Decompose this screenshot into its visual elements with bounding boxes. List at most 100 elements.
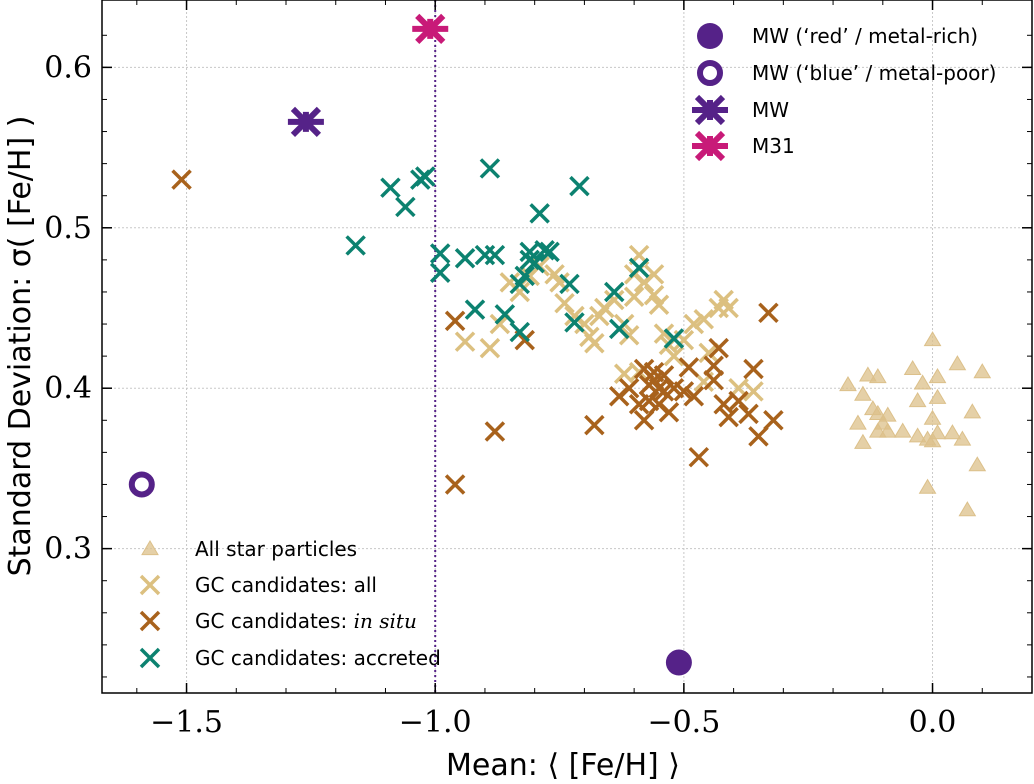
data-point — [923, 331, 942, 347]
data-point — [928, 367, 947, 384]
data-point — [643, 284, 665, 306]
data-point — [444, 474, 466, 495]
data-point — [479, 158, 501, 179]
data-point — [412, 13, 449, 44]
y-tick-label: 0.3 — [44, 532, 92, 567]
x-tick-label: −1.0 — [399, 705, 472, 740]
data-point — [908, 392, 927, 408]
legend-label: GC candidates: all — [195, 573, 377, 597]
data-point — [618, 377, 640, 399]
series-gc-candidates-in-situ — [171, 169, 784, 495]
data-point — [648, 294, 670, 316]
data-point — [171, 169, 192, 190]
data-point — [663, 345, 685, 367]
data-point — [693, 308, 715, 330]
data-point — [663, 328, 685, 349]
legend-label: GC candidates: in situ — [195, 609, 417, 633]
data-point — [529, 203, 550, 224]
data-point — [648, 394, 670, 415]
data-point — [878, 422, 897, 438]
data-point — [569, 175, 590, 197]
data-point — [494, 304, 516, 325]
series-mw-red-metal-rich — [665, 649, 692, 676]
legend-label: GC candidates: accreted — [195, 646, 441, 670]
data-point — [613, 363, 635, 385]
data-point — [464, 299, 486, 320]
data-point — [943, 424, 962, 440]
data-point — [519, 249, 540, 271]
data-point — [678, 357, 700, 378]
legend-label-text: GC candidates: accreted — [195, 646, 441, 670]
data-point — [479, 337, 501, 359]
data-point — [554, 292, 575, 314]
data-point — [608, 318, 630, 340]
data-point — [839, 376, 857, 392]
legend-label: MW (‘red’ / metal-rich) — [752, 24, 978, 48]
data-point — [559, 273, 580, 295]
data-point — [509, 281, 530, 303]
legend-label: MW (‘blue’ / metal-poor) — [752, 61, 996, 85]
data-point — [534, 240, 555, 261]
data-point — [683, 313, 705, 335]
legend-marker — [697, 60, 723, 86]
data-point — [415, 166, 436, 187]
data-point — [743, 381, 764, 402]
series-mw — [287, 106, 324, 138]
legend-label-italic: in situ — [354, 609, 417, 633]
data-point — [928, 388, 947, 404]
data-points — [128, 13, 992, 676]
data-point — [454, 331, 476, 352]
data-point — [968, 456, 987, 472]
data-point — [868, 404, 887, 420]
legend-marker — [697, 23, 723, 49]
data-point — [665, 649, 692, 676]
data-point — [718, 297, 739, 319]
legend-marker — [692, 94, 728, 126]
data-point — [638, 374, 660, 396]
data-point — [923, 432, 942, 448]
x-tick-label: −0.5 — [647, 705, 720, 740]
y-axis-label: Standard Deviation: σ( [Fe/H] ) — [3, 116, 38, 577]
data-point — [454, 248, 476, 269]
legend-label: MW — [752, 98, 789, 122]
data-point — [893, 422, 912, 438]
data-point — [948, 355, 967, 371]
legend-label-text: All star particles — [195, 537, 357, 561]
legend-marker — [139, 574, 161, 596]
data-point — [918, 478, 937, 494]
legend-label: M31 — [752, 134, 795, 158]
data-point — [718, 406, 739, 428]
data-point — [868, 367, 887, 384]
y-tick-label: 0.5 — [44, 211, 92, 246]
data-point — [444, 310, 466, 332]
legend-bottom: All star particles GC candidates: all GC c… — [139, 537, 441, 670]
legend-label-text: GC candidates: — [195, 609, 354, 633]
data-point — [854, 385, 872, 401]
data-point — [748, 426, 769, 447]
data-point — [618, 325, 640, 346]
data-point — [539, 241, 560, 263]
data-point — [653, 365, 675, 386]
data-point — [287, 106, 324, 138]
data-point — [758, 302, 779, 324]
data-point — [604, 289, 625, 311]
data-point — [509, 273, 530, 295]
data-point — [849, 414, 867, 430]
plot-frame — [101, 0, 1033, 694]
data-point — [633, 410, 655, 431]
data-point — [653, 323, 675, 344]
legend-label-text: GC candidates: all — [195, 573, 377, 597]
x-tick-label: 0.0 — [909, 705, 957, 740]
data-point — [395, 196, 416, 218]
data-point — [509, 321, 530, 343]
data-point — [913, 374, 932, 390]
data-point — [673, 381, 695, 402]
legend-marker — [141, 540, 159, 556]
data-point — [128, 471, 155, 498]
data-point — [429, 243, 451, 264]
legend-top: MW (‘red’ / metal-rich) MW (‘blue’ / meta… — [692, 23, 996, 162]
data-point — [708, 337, 729, 359]
data-point — [728, 390, 749, 412]
x-axis-label: Mean: ⟨ [Fe/H] ⟩ — [446, 748, 680, 783]
